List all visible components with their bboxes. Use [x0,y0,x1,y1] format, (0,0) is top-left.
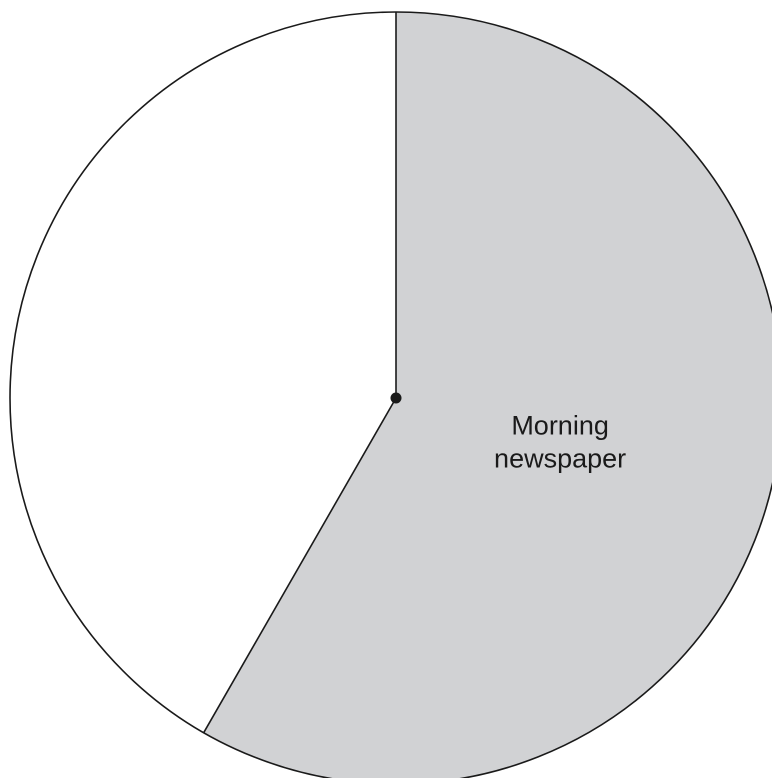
pie-divider-line-1 [203,397,397,734]
pie-slice-0 [203,12,772,778]
pie-outline [9,11,772,778]
pie-center-dot [390,392,402,404]
pie-slice-1 [9,12,397,733]
pie-slice-label-0: Morning newspaper [494,410,626,473]
